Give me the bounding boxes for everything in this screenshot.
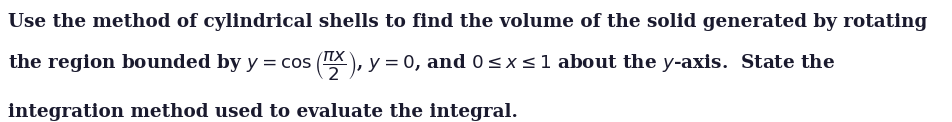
Text: the region bounded by $y = \cos\left(\dfrac{\pi x}{2}\right)$, $y = 0$, and $0 \: the region bounded by $y = \cos\left(\df…	[8, 49, 835, 82]
Text: integration method used to evaluate the integral.: integration method used to evaluate the …	[8, 103, 518, 121]
Text: Use the method of cylindrical shells to find the volume of the solid generated b: Use the method of cylindrical shells to …	[8, 13, 927, 31]
